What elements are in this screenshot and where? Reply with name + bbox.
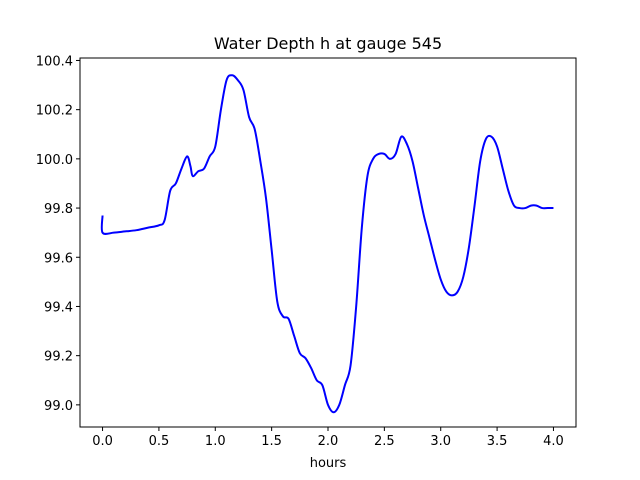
y-tick-label: 99.8 (44, 202, 73, 217)
x-axis: 0.0 0.5 1.0 1.5 2.0 2.5 3.0 3.5 4.0 (92, 427, 564, 449)
plot-frame (79, 57, 577, 428)
series-line (100, 74, 554, 414)
x-tick-label: 3.5 (487, 434, 508, 449)
y-tick-label: 100.4 (36, 54, 73, 69)
y-tick-label: 100.0 (36, 153, 73, 168)
y-tick-label: 99.6 (44, 251, 73, 266)
y-axis: 99.0 99.2 99.4 99.6 99.8 100.0 100.2 100.4 (36, 54, 80, 414)
x-tick-label: 0.0 (92, 434, 113, 449)
y-tick-label: 99.0 (44, 399, 73, 414)
chart-title: Water Depth h at gauge 545 (214, 34, 442, 53)
x-tick-label: 1.0 (205, 434, 226, 449)
x-tick-label: 2.0 (318, 434, 339, 449)
y-tick-label: 99.2 (44, 350, 73, 365)
y-tick-label: 99.4 (44, 300, 73, 315)
x-tick-label: 1.5 (261, 434, 282, 449)
plot-area (100, 74, 554, 414)
x-axis-label: hours (310, 456, 347, 471)
x-tick-label: 0.5 (149, 434, 170, 449)
x-tick-label: 3.0 (430, 434, 451, 449)
x-tick-label: 2.5 (374, 434, 395, 449)
x-tick-label: 4.0 (543, 434, 564, 449)
y-tick-label: 100.2 (36, 104, 73, 119)
